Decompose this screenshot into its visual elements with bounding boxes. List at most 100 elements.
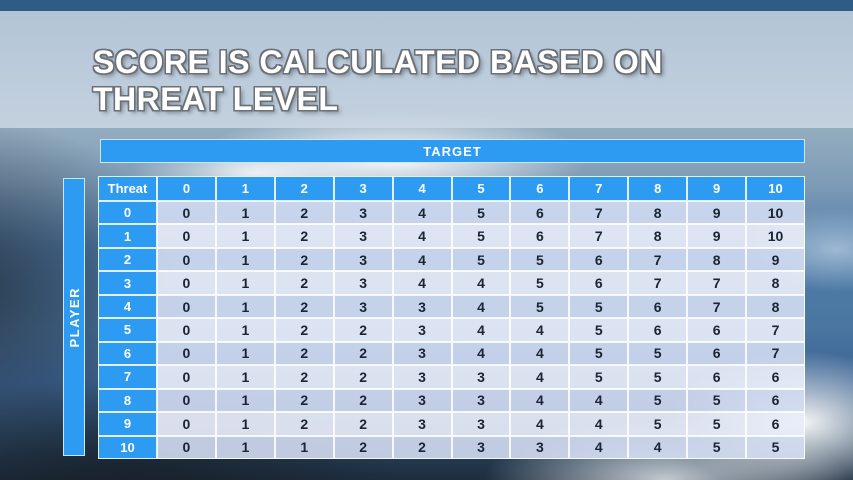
score-cell: 3 [451,388,511,413]
column-header-9: 9 [687,176,747,201]
score-cell: 2 [274,224,334,248]
score-cell: 1 [215,365,275,389]
score-cell: 4 [510,388,570,413]
column-header-6: 6 [510,176,570,201]
score-cell: 5 [628,341,688,366]
score-cell: 10 [746,201,805,225]
score-cell: 6 [746,365,805,389]
score-cell: 4 [451,318,511,342]
score-cell: 1 [215,341,275,366]
score-cell: 6 [628,294,688,319]
score-cell: 4 [451,294,511,319]
row-header-threat-0: 0 [98,201,157,225]
table-row-threat-10: 10 0 1 1 2 2 3 3 4 4 5 5 [98,435,805,459]
score-table-body: 0 0 1 2 3 4 5 6 7 8 9 10 1 0 1 2 3 4 5 6 7 8 9 10 2 0 1 2 3 4 5 5 6 7 8 9 3 0… [98,201,805,459]
score-cell: 4 [510,341,570,366]
score-cell: 0 [157,365,216,389]
row-header-threat-5: 5 [98,318,157,342]
score-cell: 0 [157,341,216,366]
score-cell: 6 [569,271,629,295]
score-cell: 7 [628,247,688,272]
score-cell: 5 [451,224,511,248]
column-header-7: 7 [569,176,629,201]
score-cell: 2 [333,365,393,389]
target-axis-text: TARGET [423,143,482,159]
column-header-3: 3 [333,176,393,201]
score-cell: 6 [746,412,805,436]
score-cell: 5 [569,365,629,389]
score-cell: 5 [510,271,570,295]
score-cell: 5 [628,388,688,413]
row-header-threat-9: 9 [98,412,157,436]
score-cell: 7 [569,224,629,248]
score-cell: 6 [510,224,570,248]
column-header-10: 10 [746,176,805,201]
score-cell: 0 [157,412,216,436]
row-header-threat-1: 1 [98,224,157,248]
score-cell: 2 [274,388,334,413]
score-cell: 2 [274,271,334,295]
score-cell: 3 [392,294,452,319]
score-cell: 2 [274,341,334,366]
score-cell: 4 [510,412,570,436]
score-cell: 3 [333,201,393,225]
score-cell: 0 [157,294,216,319]
score-cell: 2 [274,294,334,319]
score-cell: 0 [157,247,216,272]
score-cell: 4 [392,247,452,272]
score-cell: 4 [628,435,688,459]
column-header-5: 5 [451,176,511,201]
table-row-threat-0: 0 0 1 2 3 4 5 6 7 8 9 10 [98,201,805,225]
score-cell: 0 [157,271,216,295]
score-cell: 7 [569,201,629,225]
top-accent-bar [0,0,853,11]
score-cell: 1 [215,412,275,436]
score-cell: 4 [569,435,629,459]
score-cell: 2 [274,318,334,342]
score-cell: 5 [569,294,629,319]
score-cell: 3 [392,318,452,342]
score-cell: 2 [333,435,393,459]
score-cell: 10 [746,224,805,248]
score-cell: 3 [333,247,393,272]
score-matrix-table: Threat 0 1 2 3 4 5 6 7 8 9 10 0 0 1 2 3 4 5 6 7 8 9 10 1 0 1 2 3 4 5… [98,176,805,459]
score-cell: 1 [215,294,275,319]
score-cell: 3 [451,412,511,436]
score-cell: 6 [687,318,747,342]
score-cell: 9 [687,224,747,248]
player-axis-text: PLAYER [66,286,82,348]
score-cell: 5 [687,435,747,459]
row-header-threat-2: 2 [98,247,157,272]
score-cell: 1 [215,201,275,225]
score-cell: 4 [392,224,452,248]
score-cell: 4 [510,365,570,389]
score-cell: 3 [333,224,393,248]
score-cell: 0 [157,201,216,225]
score-cell: 0 [157,435,216,459]
score-cell: 1 [215,318,275,342]
column-header-8: 8 [628,176,688,201]
row-header-threat-7: 7 [98,365,157,389]
score-cell: 2 [333,341,393,366]
score-cell: 6 [746,388,805,413]
score-cell: 3 [392,388,452,413]
row-header-threat-8: 8 [98,388,157,413]
score-cell: 3 [392,365,452,389]
score-cell: 4 [392,201,452,225]
row-header-threat-3: 3 [98,271,157,295]
score-cell: 3 [392,341,452,366]
score-cell: 5 [451,247,511,272]
score-cell: 3 [333,294,393,319]
score-cell: 5 [628,412,688,436]
score-cell: 2 [274,201,334,225]
score-cell: 1 [274,435,334,459]
score-cell: 4 [569,388,629,413]
score-cell: 5 [451,201,511,225]
score-cell: 1 [215,271,275,295]
score-cell: 2 [274,412,334,436]
